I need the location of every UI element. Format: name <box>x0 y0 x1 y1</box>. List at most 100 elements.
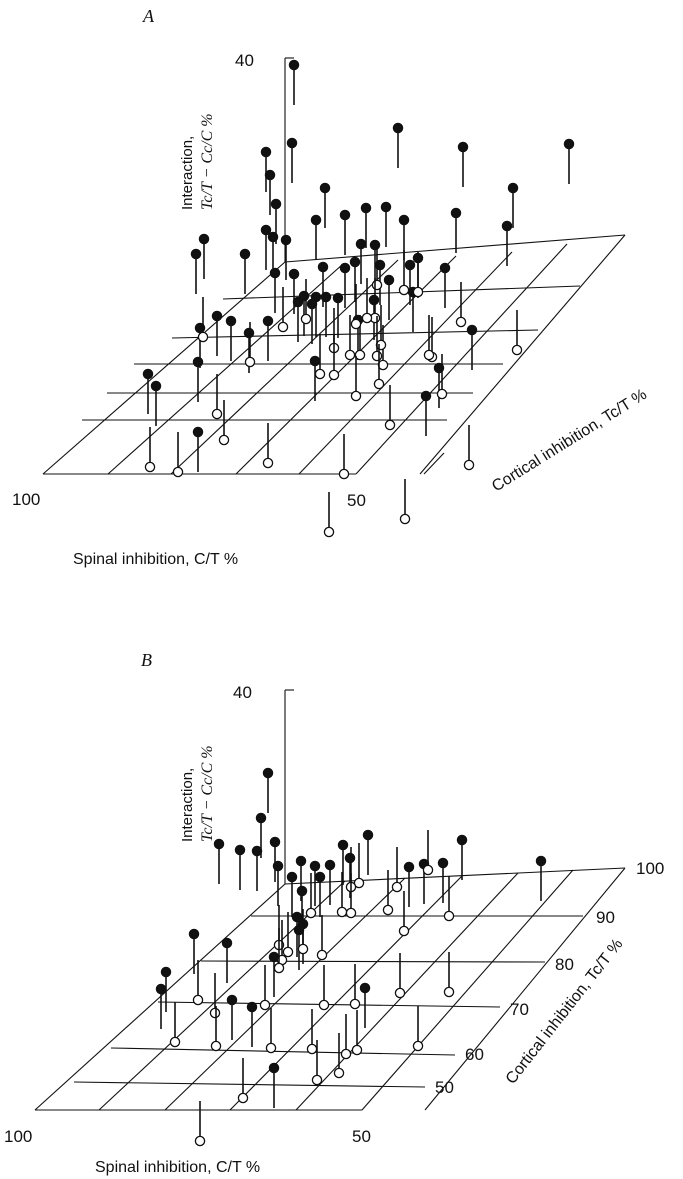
filled-data-point <box>260 224 272 236</box>
filled-data-point <box>288 59 300 71</box>
filled-data-point <box>262 315 274 327</box>
open-data-point <box>314 368 326 380</box>
open-data-point <box>350 390 362 402</box>
filled-data-point <box>501 220 513 232</box>
filled-data-point <box>190 248 202 260</box>
open-data-point <box>391 881 403 893</box>
filled-data-point <box>270 198 282 210</box>
open-data-point <box>338 468 350 480</box>
panel-a-z-label-line2: Tc/T − Cc/C % <box>199 113 216 210</box>
panel-a-letter: A <box>142 6 155 26</box>
filled-data-point <box>317 261 329 273</box>
panel-a-y-label: Cortical inhibition, Tc/T % <box>489 386 650 495</box>
filled-data-point <box>296 885 308 897</box>
panel-a-z-label: Interaction, Tc/T − Cc/C % <box>179 113 216 210</box>
filled-data-point <box>368 294 380 306</box>
open-data-point <box>394 987 406 999</box>
panel-b-z-label-line2: Tc/T − Cc/C % <box>199 745 216 842</box>
filled-data-point <box>437 857 449 869</box>
open-data-point <box>412 1040 424 1052</box>
panel-b-y-tick-100: 100 <box>636 859 664 878</box>
open-data-point <box>336 906 348 918</box>
filled-data-point <box>260 146 272 158</box>
filled-data-point <box>362 829 374 841</box>
open-data-point <box>262 457 274 469</box>
open-data-point <box>463 459 475 471</box>
open-data-point <box>265 1042 277 1054</box>
filled-data-point <box>225 315 237 327</box>
open-data-point <box>412 286 424 298</box>
open-data-point <box>197 331 209 343</box>
filled-data-point <box>420 390 432 402</box>
open-data-point <box>297 943 309 955</box>
panel-a-x-tick-50: 50 <box>347 491 366 510</box>
filled-data-point <box>320 291 332 303</box>
filled-data-point <box>291 911 303 923</box>
filled-data-point <box>198 233 210 245</box>
panel-a-z-label-line1: Interaction, <box>179 136 196 210</box>
filled-data-point <box>344 852 356 864</box>
filled-data-point <box>255 812 267 824</box>
panel-b-y-tick-70: 70 <box>510 1000 529 1019</box>
open-data-point <box>172 466 184 478</box>
open-data-point <box>311 1074 323 1086</box>
filled-data-point <box>339 209 351 221</box>
filled-data-point <box>309 860 321 872</box>
panel-b: B 40 100 50 100 90 80 <box>4 650 664 1176</box>
panel-b-z-label-line1: Interaction, <box>179 768 196 842</box>
open-data-point <box>194 1135 206 1147</box>
filled-data-point <box>246 1001 258 1013</box>
filled-data-point <box>398 214 410 226</box>
open-data-point <box>169 1036 181 1048</box>
panel-a-marks <box>142 59 575 538</box>
filled-data-point <box>563 138 575 150</box>
filled-data-point <box>339 262 351 274</box>
filled-data-point <box>188 928 200 940</box>
open-data-point <box>192 994 204 1006</box>
open-data-point <box>316 949 328 961</box>
open-data-point <box>455 316 467 328</box>
open-data-point <box>209 1007 221 1019</box>
open-data-point <box>350 318 362 330</box>
filled-data-point <box>239 248 251 260</box>
panel-b-x-tick-50: 50 <box>352 1127 371 1146</box>
panel-b-z-tick-40: 40 <box>233 683 252 702</box>
open-data-point <box>323 526 335 538</box>
filled-data-point <box>383 274 395 286</box>
open-data-point <box>344 349 356 361</box>
open-data-point <box>354 349 366 361</box>
filled-data-point <box>535 855 547 867</box>
filled-data-point <box>360 202 372 214</box>
filled-data-point <box>507 182 519 194</box>
open-data-point <box>422 864 434 876</box>
filled-data-point <box>456 834 468 846</box>
filled-data-point <box>403 861 415 873</box>
filled-data-point <box>309 355 321 367</box>
filled-data-point <box>272 860 284 872</box>
open-data-point <box>218 434 230 446</box>
panel-b-x-label: Spinal inhibition, C/T % <box>95 1159 260 1176</box>
panel-a-z-tick-40: 40 <box>235 51 254 70</box>
filled-data-point <box>264 169 276 181</box>
open-data-point <box>328 369 340 381</box>
filled-data-point <box>332 292 344 304</box>
filled-data-point <box>349 256 361 268</box>
filled-data-point <box>280 234 292 246</box>
open-data-point <box>423 349 435 361</box>
filled-data-point <box>262 767 274 779</box>
filled-data-point <box>337 839 349 851</box>
panel-b-marks <box>155 767 547 1147</box>
filled-data-point <box>251 845 263 857</box>
open-data-point <box>373 378 385 390</box>
filled-data-point <box>211 310 223 322</box>
filled-data-point <box>150 380 162 392</box>
open-data-point <box>340 1048 352 1060</box>
open-data-point <box>273 962 285 974</box>
open-data-point <box>211 408 223 420</box>
panel-a: A 40 100 50 Inter <box>12 6 650 568</box>
open-data-point <box>333 1067 345 1079</box>
open-data-point <box>318 999 330 1011</box>
open-data-point <box>371 279 383 291</box>
filled-data-point <box>369 239 381 251</box>
filled-data-point <box>234 844 246 856</box>
